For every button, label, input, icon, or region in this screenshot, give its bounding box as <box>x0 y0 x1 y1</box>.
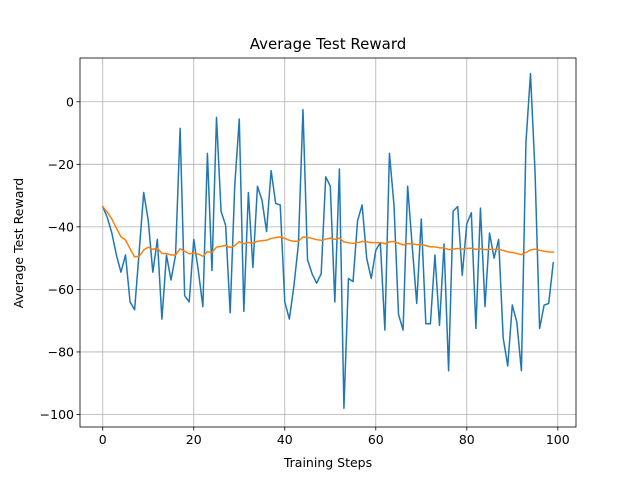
y-tick-label: 0 <box>66 94 74 109</box>
plot-frame <box>79 57 577 428</box>
x-tick-label: 100 <box>546 432 570 447</box>
y-tick-label: −100 <box>40 407 74 422</box>
reward-series-line <box>101 72 555 409</box>
y-tick-label: −40 <box>48 219 74 234</box>
x-tick-label: 20 <box>186 432 202 447</box>
chart-title: Average Test Reward <box>250 35 407 53</box>
x-tick-label: 60 <box>368 432 384 447</box>
x-tick-label: 80 <box>459 432 475 447</box>
moving-average-line <box>101 205 555 258</box>
y-axis-label: Average Test Reward <box>11 178 26 308</box>
y-tick-label: −60 <box>48 282 74 297</box>
y-tick-label: −80 <box>48 344 74 359</box>
series-group <box>101 72 555 409</box>
x-tick-label: 0 <box>99 432 107 447</box>
x-tick-label: 40 <box>277 432 293 447</box>
y-tick-label: −20 <box>48 157 74 172</box>
ticks: 0 20 40 60 80 100 0 −20 −40 −60 −80 −100 <box>40 94 570 447</box>
x-axis-label: Training Steps <box>283 455 372 470</box>
